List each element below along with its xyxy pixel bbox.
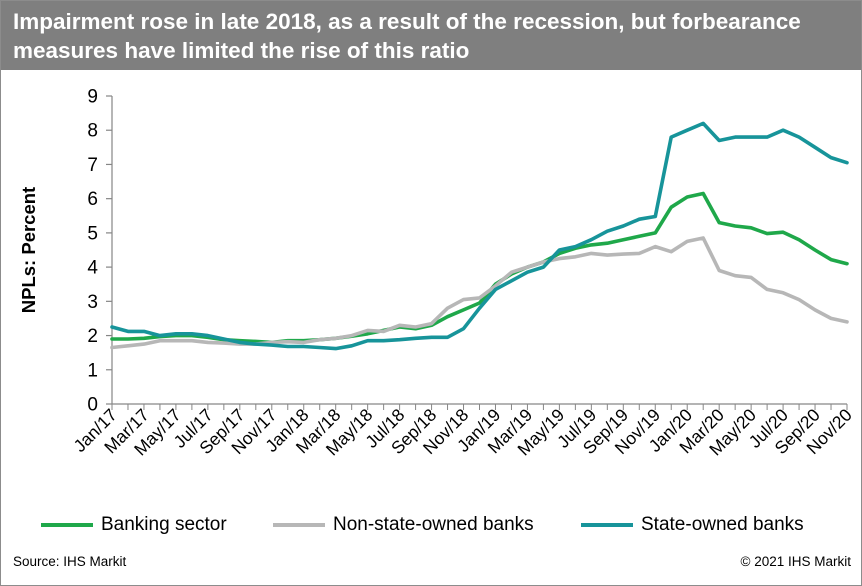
y-tick-label-4: 4 (87, 258, 98, 279)
y-tick-label-3: 3 (87, 292, 98, 313)
legend-item-banking-sector: Banking sector (41, 514, 227, 536)
copyright-note: © 2021 IHS Markit (740, 554, 852, 569)
series-line-banking-sector (110, 191, 849, 345)
legend-label-banking-sector: Banking sector (101, 514, 227, 535)
chart-title: Impairment rose in late 2018, as a resul… (13, 9, 801, 63)
y-axis-title: NPLs: Percent (18, 187, 39, 313)
series-line-state-owned-banks (110, 121, 849, 351)
series-line-non-state-owned-banks (110, 236, 849, 350)
legend-item-non-state-owned-banks: Non-state-owned banks (273, 514, 534, 536)
y-tick-label-2: 2 (87, 326, 98, 347)
legend-label-non-state-owned-banks: Non-state-owned banks (333, 514, 534, 535)
legend-swatch-non-state-owned-banks (273, 523, 325, 527)
y-tick-label-5: 5 (87, 223, 98, 244)
legend-swatch-state-owned-banks (581, 523, 633, 527)
y-tick-label-0: 0 (87, 395, 98, 416)
legend-swatch-banking-sector (41, 523, 93, 527)
y-tick-label-8: 8 (87, 121, 98, 142)
y-tick-label-7: 7 (87, 155, 98, 176)
source-note: Source: IHS Markit (13, 554, 127, 569)
legend: Banking sector Non-state-owned banks Sta… (1, 514, 861, 538)
legend-label-state-owned-banks: State-owned banks (641, 514, 804, 535)
line-chart: 0123456789Jan/17Mar/17May/17Jul/17Sep/17… (18, 87, 856, 460)
y-tick-label-9: 9 (87, 87, 98, 108)
y-tick-label-6: 6 (87, 189, 98, 210)
title-bar: Impairment rose in late 2018, as a resul… (1, 1, 861, 70)
legend-item-state-owned-banks: State-owned banks (581, 514, 804, 536)
y-tick-label-1: 1 (87, 360, 98, 381)
